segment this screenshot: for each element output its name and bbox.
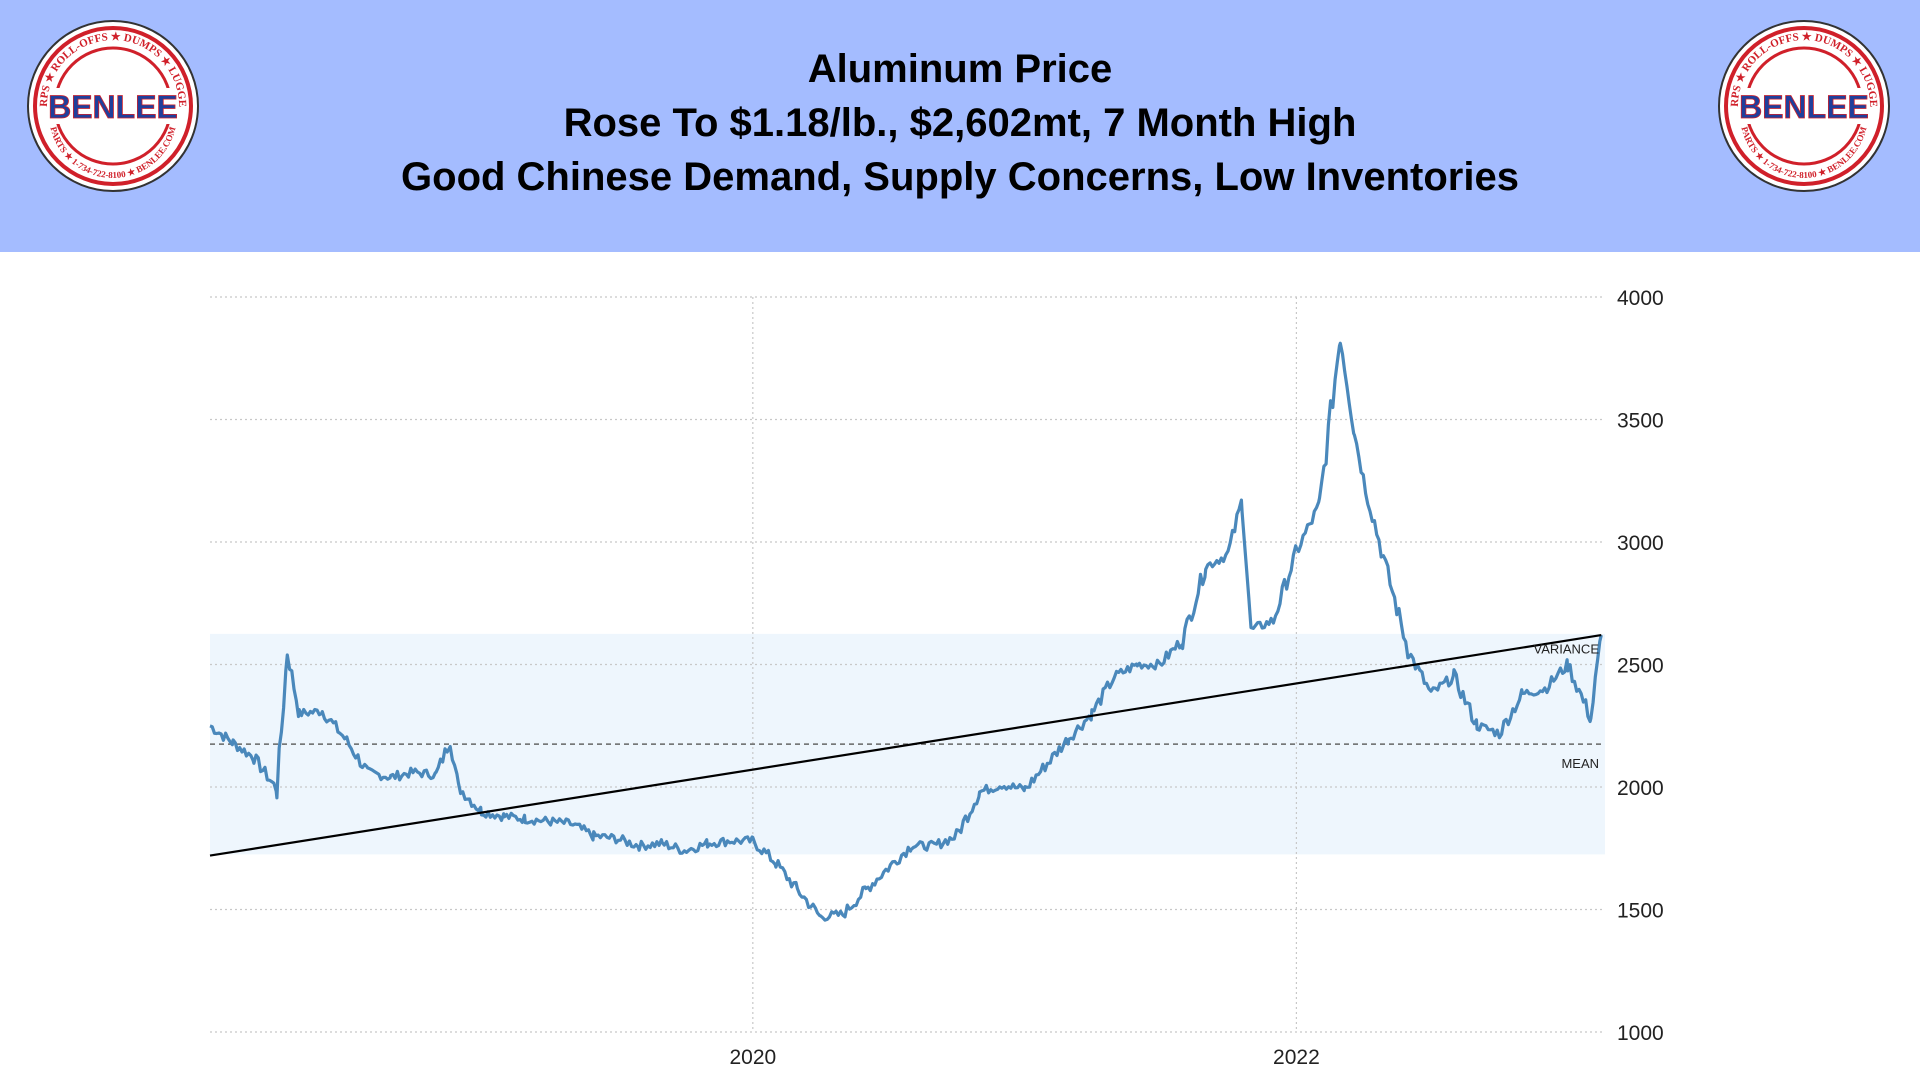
x-tick-label: 2020 (729, 1046, 776, 1069)
trend-line (209, 634, 1602, 857)
y-tick-label: 3500 (1617, 410, 1664, 433)
y-tick-label: 2000 (1617, 777, 1664, 800)
logo-brand-text: BENLEE (48, 89, 178, 125)
y-tick-label: 3000 (1617, 532, 1664, 555)
y-tick-label: 4000 (1617, 287, 1664, 310)
mean-label: MEAN (1561, 756, 1599, 771)
benlee-logo-left: TARPS ★ ROLL-OFFS ★ DUMPS ★ LUGGERS PART… (25, 18, 199, 192)
variance-label: VARIANCE (1534, 641, 1600, 656)
y-tick-label: 1000 (1617, 1022, 1664, 1045)
price-series-line (209, 341, 1603, 922)
title-line-3: Good Chinese Demand, Supply Concerns, Lo… (401, 155, 1519, 199)
title-line-1: Aluminum Price (807, 47, 1113, 91)
chart-area: 1000 1500 2000 2500 3000 3500 4000 2020 2022 MEAN… (0, 252, 1920, 1081)
title-line-2: Rose To $1.18/lb., $2,602mt, 7 Month Hig… (563, 101, 1357, 145)
logo-brand-text: BENLEE (1739, 89, 1869, 125)
price-chart: 1000 1500 2000 2500 3000 3500 4000 2020 2022 MEAN… (209, 287, 1664, 1069)
page-title: Aluminum Price Rose To $1.18/lb., $2,602… (220, 42, 1700, 204)
x-tick-label: 2022 (1273, 1046, 1320, 1069)
benlee-logo-right: TARPS ★ ROLL-OFFS ★ DUMPS ★ LUGGERS PART… (1716, 18, 1890, 192)
y-tick-label: 1500 (1617, 900, 1664, 923)
y-tick-label: 2500 (1617, 655, 1664, 678)
header-banner: TARPS ★ ROLL-OFFS ★ DUMPS ★ LUGGERS PART… (0, 0, 1920, 252)
